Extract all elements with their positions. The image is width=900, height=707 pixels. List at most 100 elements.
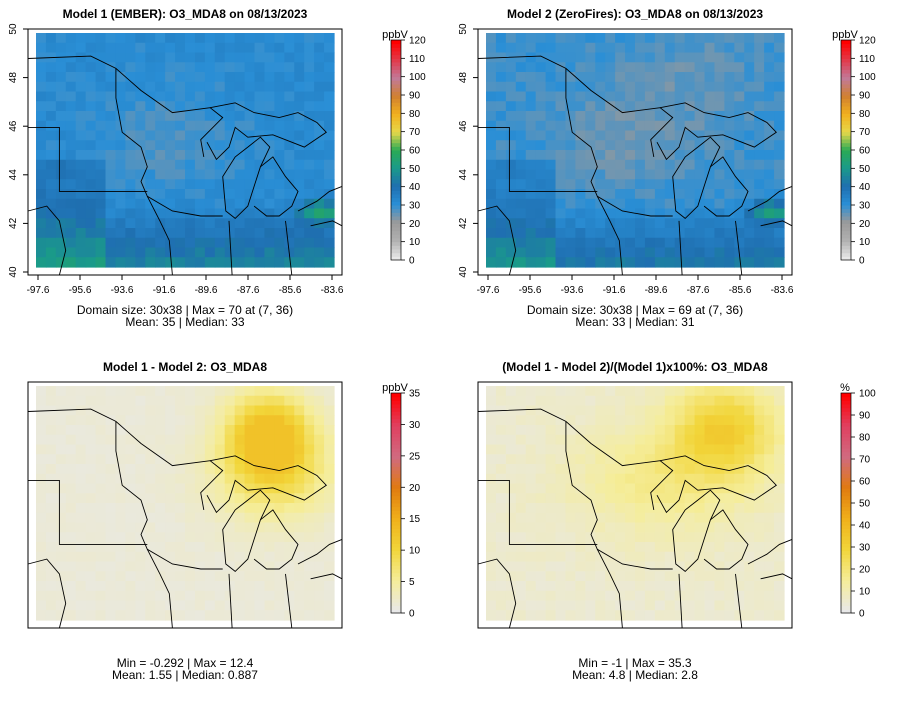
grid-cell (105, 42, 117, 54)
grid-cell (495, 581, 507, 592)
grid-cell (714, 62, 725, 73)
grid-cell (264, 198, 275, 210)
grid-cell (55, 551, 67, 563)
grid-cell (65, 72, 77, 83)
colorbar-segment (841, 234, 851, 239)
grid-cell (155, 581, 166, 592)
grid-cell (625, 198, 636, 210)
grid-cell (754, 159, 765, 171)
grid-cell (575, 532, 586, 543)
grid-cell (734, 561, 745, 572)
grid-cell (264, 542, 275, 553)
grid-cell (204, 444, 216, 455)
grid-cell (734, 386, 745, 397)
grid-cell (704, 111, 716, 122)
grid-cell (105, 444, 117, 455)
grid-cell (684, 610, 696, 621)
grid-cell (654, 522, 666, 533)
grid-cell (95, 247, 107, 258)
colorbar-segment (391, 241, 401, 246)
colorbar-tick-label: 20 (409, 483, 421, 494)
grid-cell (194, 218, 206, 229)
colorbar-tick-label: 50 (409, 164, 421, 175)
grid-cell (724, 189, 735, 200)
grid-cell (105, 257, 117, 268)
grid-cell (724, 532, 735, 543)
grid-cell (684, 42, 696, 54)
grid-cell (125, 140, 136, 151)
grid-cell (744, 247, 755, 258)
grid-cell (535, 150, 547, 161)
grid-cell (625, 189, 636, 200)
grid-cell (515, 561, 527, 572)
grid-cell (75, 434, 87, 446)
grid-cell (684, 395, 696, 407)
grid-cell (724, 72, 735, 83)
grid-cell (65, 52, 77, 63)
grid-cell (545, 33, 557, 44)
grid-cell (555, 600, 567, 611)
grid-cell (754, 169, 765, 180)
grid-cell (85, 169, 97, 180)
grid-cell (254, 247, 266, 258)
grid-cell (45, 159, 57, 171)
grid-cell (486, 415, 497, 426)
grid-cell (155, 120, 166, 132)
grid-cell (254, 512, 266, 524)
grid-cell (505, 581, 517, 592)
grid-cell (304, 454, 315, 465)
colorbar-segment (841, 411, 851, 416)
grid-cell (615, 140, 626, 151)
grid-cell (194, 120, 206, 132)
grid-cell (264, 493, 275, 504)
grid-cell (664, 503, 676, 514)
grid-cell (486, 140, 497, 151)
grid-cell (704, 454, 716, 465)
grid-cell (585, 386, 596, 397)
grid-cell (324, 228, 335, 239)
grid-cell (135, 434, 146, 446)
grid-cell (754, 610, 765, 621)
grid-cell (294, 522, 305, 533)
grid-cell (314, 522, 325, 533)
grid-cell (774, 551, 785, 563)
grid-cell (65, 91, 77, 102)
grid-cell (36, 42, 47, 54)
grid-cell (95, 610, 107, 621)
grid-cell (75, 169, 87, 180)
grid-cell (734, 140, 745, 151)
grid-cell (175, 581, 186, 592)
y-tick-label: 50 (8, 23, 19, 35)
boundary-line (146, 196, 173, 276)
grid-cell (264, 473, 275, 485)
grid-cell (535, 189, 547, 200)
grid-cell (704, 169, 716, 180)
colorbar-tick-label: 90 (859, 411, 871, 422)
y-tick-label: 46 (458, 120, 469, 132)
grid-cell (36, 130, 47, 141)
grid-cell (535, 444, 547, 455)
grid-cell (525, 101, 537, 112)
grid-cell (535, 237, 547, 249)
grid-cell (55, 542, 67, 553)
grid-cell (714, 483, 725, 494)
grid-cell (105, 610, 117, 621)
grid-cell (244, 42, 256, 54)
grid-cell (95, 101, 107, 112)
grid-cell (194, 425, 206, 436)
grid-cell (135, 33, 146, 44)
grid-cell (555, 434, 567, 446)
grid-cell (575, 42, 586, 54)
grid-cell (615, 111, 626, 122)
grid-cell (95, 444, 107, 455)
grid-cell (125, 257, 136, 268)
grid-cell (264, 218, 275, 229)
grid-cell (224, 111, 236, 122)
grid-cell (244, 228, 256, 239)
grid-cell (125, 493, 136, 504)
grid-cell (595, 218, 606, 229)
grid-cell (724, 512, 735, 524)
grid-cell (625, 590, 636, 602)
grid-cell (515, 81, 527, 93)
grid-cell (486, 532, 497, 543)
